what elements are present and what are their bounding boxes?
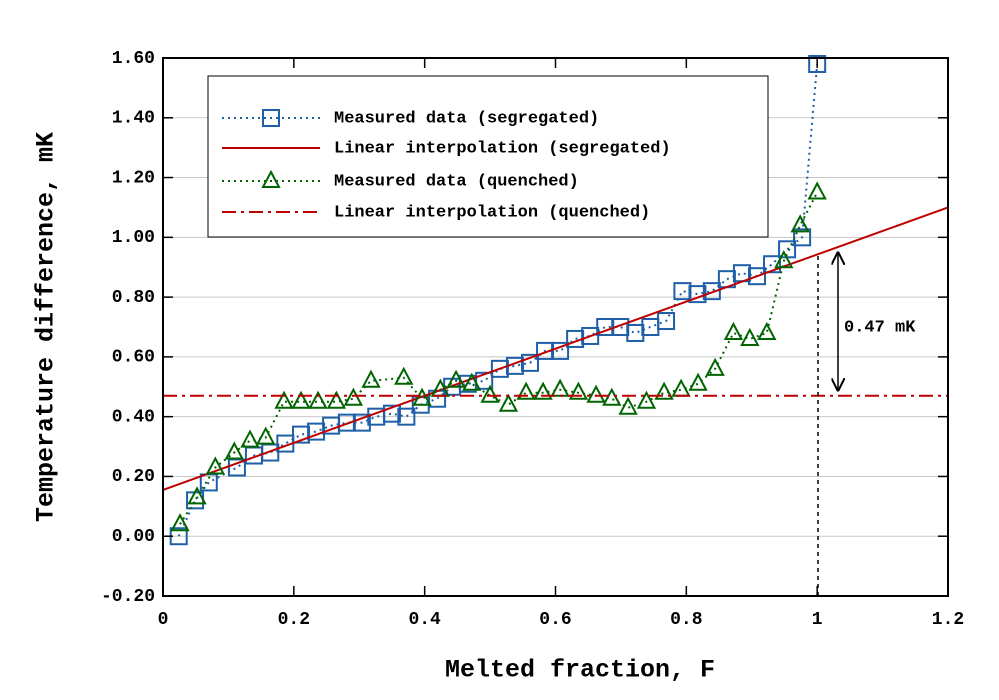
marker: [602, 387, 622, 406]
marker: [520, 353, 539, 372]
marker: [274, 390, 294, 409]
marker: [618, 396, 638, 415]
legend: Measured data (segregated) Linear interpo…: [207, 75, 769, 238]
x-axis-label: Melted fraction, F: [445, 656, 715, 685]
marker: [702, 282, 721, 301]
plot-area: [162, 54, 949, 546]
marker: [256, 426, 276, 445]
legend-box: [207, 75, 769, 238]
marker: [790, 214, 810, 233]
x-tick-label: 1.2: [932, 610, 964, 630]
marker: [352, 413, 371, 432]
marker: [412, 387, 432, 406]
marker: [747, 267, 766, 286]
marker: [636, 390, 657, 409]
x-tick-label: 0.8: [670, 610, 702, 630]
y-tick-label: 0.40: [112, 407, 155, 427]
y-tick-label: 1.40: [112, 109, 155, 129]
marker: [654, 381, 674, 400]
marker: [224, 441, 244, 460]
marker: [763, 255, 782, 274]
marker: [326, 390, 347, 409]
legend-label: Measured data (quenched): [334, 172, 579, 191]
marker: [740, 327, 760, 346]
marker: [793, 228, 812, 247]
marker: [657, 312, 676, 331]
y-tick-label: 0.80: [112, 288, 155, 308]
marker: [586, 384, 606, 403]
y-axis-label: Temperature difference, mK: [32, 132, 61, 522]
marker: [671, 378, 691, 397]
x-tick-label: 0: [158, 610, 169, 630]
marker: [291, 390, 311, 409]
marker: [807, 181, 827, 200]
y-tick-label: -0.20: [101, 587, 155, 607]
marker: [170, 513, 190, 532]
marker: [516, 381, 536, 400]
marker: [205, 456, 225, 475]
series-line: [162, 206, 949, 491]
x-tick-label: 0.6: [539, 610, 571, 630]
marker: [462, 372, 482, 391]
marker: [475, 371, 494, 390]
marker: [261, 169, 281, 188]
marker: [446, 369, 466, 388]
y-tick-label: 1.60: [112, 49, 155, 69]
marker: [808, 54, 827, 73]
annotation: 0.47 mK: [844, 318, 916, 337]
x-tick-label: 1: [812, 610, 823, 630]
legend-label: Measured data (segregated): [334, 109, 599, 128]
marker: [774, 250, 794, 269]
marker: [240, 429, 260, 448]
x-tick-label: 0.4: [408, 610, 441, 630]
marker: [382, 404, 401, 423]
marker: [397, 407, 416, 426]
marker: [568, 381, 589, 400]
y-tick-label: 0.60: [112, 348, 155, 368]
y-tick-label: 0.20: [112, 467, 155, 487]
legend-label: Linear interpolation (quenched): [334, 203, 650, 222]
marker: [262, 109, 280, 127]
marker: [343, 387, 364, 406]
marker: [723, 321, 744, 340]
marker: [705, 357, 725, 376]
marker: [498, 393, 519, 412]
marker: [626, 323, 645, 342]
marker: [757, 321, 777, 340]
marker: [688, 372, 708, 391]
y-tick-label: 1.00: [112, 228, 155, 248]
marker: [394, 366, 414, 385]
series-line: [179, 192, 819, 525]
marker: [480, 384, 500, 403]
y-tick-label: 1.20: [112, 168, 155, 188]
legend-label: Linear interpolation (segregated): [334, 139, 671, 158]
x-tick-label: 0.2: [278, 610, 310, 630]
marker: [187, 486, 207, 505]
marker: [533, 381, 553, 400]
y-tick-label: 0.00: [112, 527, 155, 547]
marker: [361, 369, 381, 388]
marker: [550, 378, 570, 397]
marker: [308, 390, 328, 409]
